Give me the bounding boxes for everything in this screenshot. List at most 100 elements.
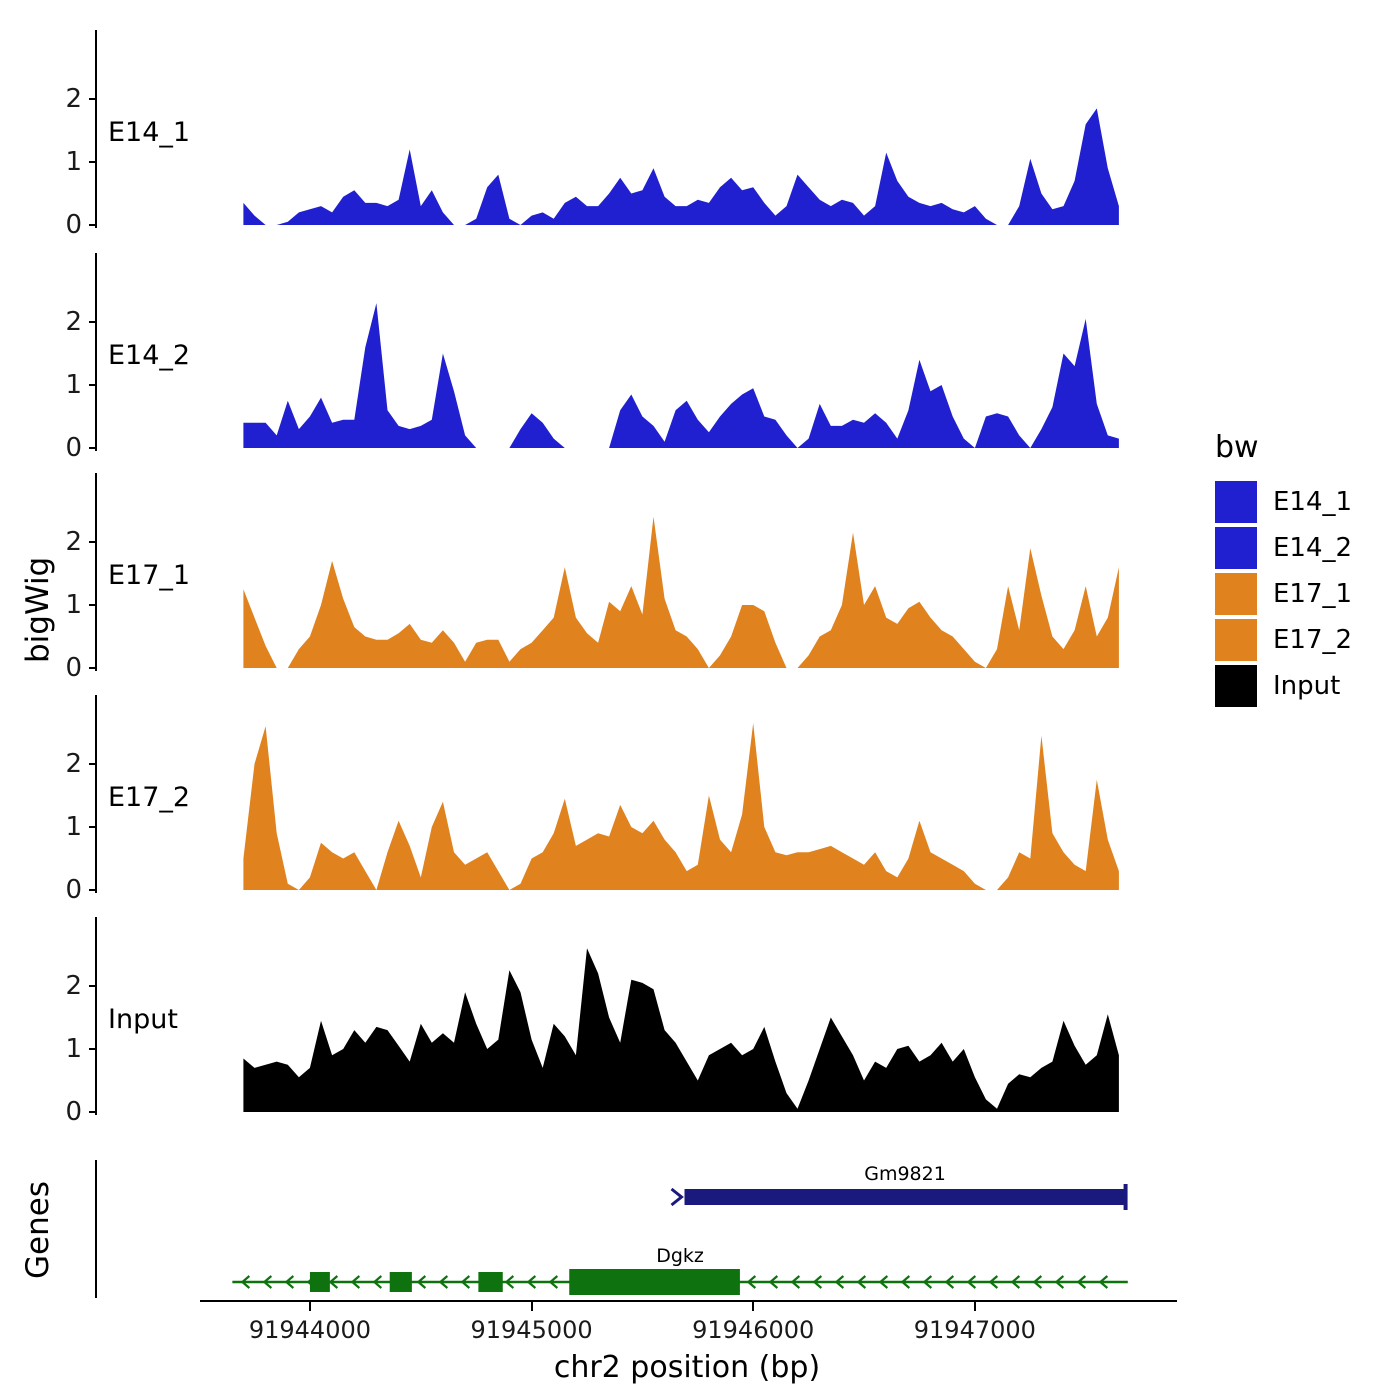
y-tick-label: 1 bbox=[65, 370, 82, 400]
signal-path-E17_1 bbox=[243, 516, 1119, 668]
strand-arrow-icon bbox=[834, 1275, 845, 1289]
legend-item-e17-1: E17_1 bbox=[1215, 573, 1352, 615]
legend-item-e14-2: E14_2 bbox=[1215, 527, 1352, 569]
gene-end-cap bbox=[1123, 1184, 1128, 1210]
exon-box bbox=[309, 1272, 330, 1292]
signal-path-E14_2 bbox=[243, 303, 1119, 448]
y-tick-mark bbox=[89, 447, 95, 449]
y-tick-label: 1 bbox=[65, 147, 82, 177]
strand-arrow-icon bbox=[372, 1275, 383, 1289]
strand-arrow-icon bbox=[922, 1275, 933, 1289]
exon-box bbox=[389, 1272, 412, 1292]
signal-path-Input bbox=[243, 948, 1119, 1112]
signal-area-e14-1 bbox=[243, 108, 1119, 225]
y-tick-mark bbox=[89, 541, 95, 543]
gene-label-Dgkz: Dgkz bbox=[656, 1245, 704, 1267]
legend-swatch-orange bbox=[1215, 619, 1257, 661]
y-axis-line bbox=[95, 695, 97, 893]
x-axis: chr2 position (bp) 91944000 91945000 91946… bbox=[0, 1300, 1400, 1400]
legend-swatch-orange bbox=[1215, 573, 1257, 615]
legend-label: Input bbox=[1273, 671, 1341, 701]
strand-arrow-icon bbox=[670, 1187, 684, 1207]
x-tick-label: 91947000 bbox=[913, 1316, 1036, 1344]
track-panel-e17-2: 2 1 0 E17_2 bbox=[0, 695, 1400, 904]
y-axis-line bbox=[95, 917, 97, 1115]
y-tick-mark bbox=[89, 98, 95, 100]
y-axis-line bbox=[95, 473, 97, 671]
y-tick-label: 2 bbox=[65, 527, 82, 557]
track-panel-e14-1: 2 1 0 E14_1 bbox=[0, 30, 1400, 239]
track-panel-input: 2 1 0 Input bbox=[0, 917, 1400, 1126]
strand-arrow-icon bbox=[284, 1275, 295, 1289]
strand-arrow-icon bbox=[856, 1275, 867, 1289]
strand-arrow-icon bbox=[438, 1275, 449, 1289]
x-tick-label: 91944000 bbox=[248, 1316, 371, 1344]
y-tick-label: 1 bbox=[65, 1034, 82, 1064]
strand-arrow-icon bbox=[790, 1275, 801, 1289]
x-tick-mark bbox=[752, 1302, 755, 1311]
legend-label: E17_1 bbox=[1273, 579, 1353, 609]
x-tick-mark bbox=[530, 1302, 533, 1311]
track-label: E17_1 bbox=[108, 560, 191, 591]
signal-area-e14-2 bbox=[243, 303, 1119, 448]
legend-item-e17-2: E17_2 bbox=[1215, 619, 1352, 661]
gene-label-Gm9821: Gm9821 bbox=[864, 1163, 946, 1185]
y-tick-label: 2 bbox=[65, 84, 82, 114]
legend-item-input: Input bbox=[1215, 665, 1352, 707]
y-tick-mark bbox=[89, 1111, 95, 1113]
strand-arrow-icon bbox=[350, 1275, 361, 1289]
legend: bw E14_1 E14_2 E17_1 E17_2 Input bbox=[1215, 430, 1352, 711]
y-axis-line bbox=[95, 30, 97, 228]
strand-arrow-icon bbox=[328, 1275, 339, 1289]
x-tick-mark bbox=[308, 1302, 311, 1311]
strand-arrow-icon bbox=[504, 1275, 515, 1289]
y-tick-label: 2 bbox=[65, 307, 82, 337]
legend-label: E17_2 bbox=[1273, 625, 1353, 655]
strand-arrow-icon bbox=[812, 1275, 823, 1289]
strand-arrow-icon bbox=[1010, 1275, 1021, 1289]
signal-path-E14_1 bbox=[243, 108, 1119, 225]
signal-area-e17-1 bbox=[243, 516, 1119, 668]
strand-arrow-icon bbox=[878, 1275, 889, 1289]
y-tick-mark bbox=[89, 763, 95, 765]
strand-arrow-icon bbox=[944, 1275, 955, 1289]
strand-arrow-icon bbox=[548, 1275, 559, 1289]
strand-arrow-icon bbox=[262, 1275, 273, 1289]
y-tick-mark bbox=[89, 889, 95, 891]
track-label: E14_2 bbox=[108, 340, 191, 371]
track-label: Input bbox=[108, 1004, 178, 1035]
track-panel-e14-2: 2 1 0 E14_2 bbox=[0, 253, 1400, 462]
exon-box bbox=[478, 1272, 503, 1292]
y-axis-line bbox=[95, 1160, 97, 1298]
strand-arrow-icon bbox=[1076, 1275, 1087, 1289]
y-tick-label: 0 bbox=[65, 1097, 82, 1127]
signal-path-E17_2 bbox=[243, 723, 1119, 890]
signal-area-e17-2 bbox=[243, 723, 1119, 890]
legend-item-e14-1: E14_1 bbox=[1215, 481, 1352, 523]
strand-arrow-icon bbox=[416, 1275, 427, 1289]
legend-label: E14_1 bbox=[1273, 487, 1353, 517]
gene-body-Gm9821 bbox=[684, 1189, 1126, 1205]
y-tick-label: 2 bbox=[65, 749, 82, 779]
strand-arrow-icon bbox=[746, 1275, 757, 1289]
legend-swatch-blue bbox=[1215, 481, 1257, 523]
legend-title: bw bbox=[1215, 430, 1259, 465]
legend-swatch-blue bbox=[1215, 527, 1257, 569]
track-panel-e17-1: 2 1 0 E17_1 bbox=[0, 473, 1400, 682]
y-axis-line bbox=[95, 253, 97, 451]
y-tick-mark bbox=[89, 667, 95, 669]
track-label: E17_2 bbox=[108, 782, 191, 813]
x-axis-line bbox=[200, 1300, 1177, 1302]
strand-arrow-icon bbox=[768, 1275, 779, 1289]
strand-arrow-icon bbox=[1098, 1275, 1109, 1289]
track-label: E14_1 bbox=[108, 117, 191, 148]
x-tick-label: 91945000 bbox=[470, 1316, 593, 1344]
y-tick-label: 2 bbox=[65, 971, 82, 1001]
y-tick-mark bbox=[89, 224, 95, 226]
y-tick-label: 0 bbox=[65, 875, 82, 905]
y-tick-mark bbox=[89, 1048, 95, 1050]
y-tick-label: 1 bbox=[65, 812, 82, 842]
strand-arrow-icon bbox=[966, 1275, 977, 1289]
x-axis-title: chr2 position (bp) bbox=[553, 1350, 821, 1385]
